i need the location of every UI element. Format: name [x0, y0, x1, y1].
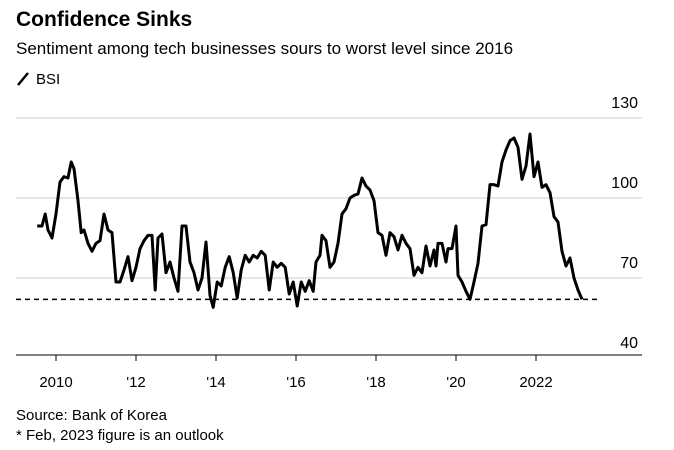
y-tick-label: 130 [611, 95, 638, 112]
x-tick-label: '18 [366, 374, 386, 391]
source: Source: Bank of Korea [16, 407, 168, 424]
x-tick-label: '14 [206, 374, 226, 391]
chart-subtitle: Sentiment among tech businesses sours to… [16, 39, 513, 58]
y-tick-label: 70 [620, 255, 638, 272]
x-tick-label: 2010 [39, 374, 72, 391]
footnote: * Feb, 2023 figure is an outlook [16, 427, 224, 444]
y-tick-label: 40 [620, 335, 638, 352]
line-series [37, 132, 584, 309]
legend-label: BSI [36, 71, 60, 88]
x-tick-label: '12 [126, 374, 146, 391]
legend-icon [17, 72, 29, 86]
x-tick-label: '20 [446, 374, 466, 391]
chart-title: Confidence Sinks [16, 8, 192, 31]
x-tick-label: '16 [286, 374, 306, 391]
x-tick-label: 2022 [519, 374, 552, 391]
y-tick-label: 100 [611, 175, 638, 192]
